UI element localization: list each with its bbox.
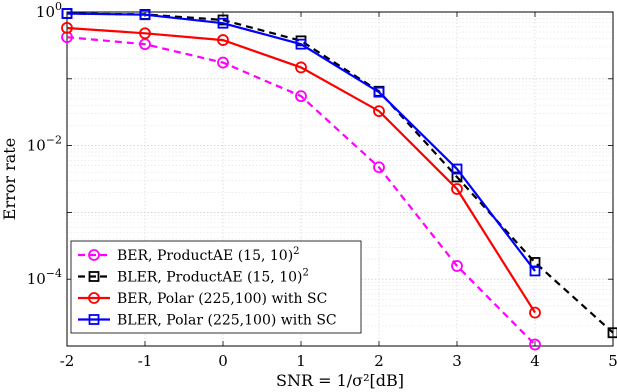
x-tick-label: -1 (138, 352, 153, 370)
data-point (139, 9, 151, 21)
series-1 (61, 31, 541, 351)
legend-label-superscript: 2 (293, 246, 299, 257)
x-axis-label: SNR = 1/σ²[dB] (276, 371, 404, 390)
legend-label-text: BLER, Polar (225,100) with SC (117, 313, 337, 329)
series-line (66, 36, 536, 346)
data-point (529, 306, 541, 319)
axis-ticks (66, 11, 614, 347)
series-layer (61, 8, 617, 351)
data-point (451, 171, 463, 183)
data-point (451, 163, 463, 175)
data-point (529, 265, 541, 277)
legend-marker (88, 314, 100, 325)
series-line (66, 26, 536, 314)
legend-label: BER, Polar (225,100) with SC (117, 291, 327, 307)
data-point (295, 61, 307, 74)
data-point (529, 338, 541, 351)
legend-label-text: BER, ProductAE (15, 10) (117, 248, 293, 264)
x-tick-label: -2 (60, 352, 75, 370)
x-tick-labels: -2 -1 0 1 2 3 4 5 (60, 352, 617, 370)
y-tick-base: 10 (27, 137, 46, 155)
data-point (373, 86, 385, 98)
legend-label-text: BER, Polar (225,100) with SC (117, 291, 327, 307)
data-point (217, 34, 229, 46)
y-tick-base: 10 (27, 270, 46, 288)
data-point (217, 17, 229, 29)
y-tick-exponent: −4 (46, 267, 62, 280)
data-point (451, 260, 463, 272)
data-point (373, 161, 385, 174)
legend-label-superscript: 2 (302, 268, 308, 279)
x-tick-label: 3 (452, 352, 462, 370)
y-tick-exponent: −2 (46, 134, 62, 147)
data-point (61, 8, 73, 19)
y-tick-base: 10 (36, 3, 55, 21)
x-tick-label: 1 (296, 352, 306, 370)
legend-label: BLER, Polar (225,100) with SC (117, 313, 337, 329)
series-line (66, 12, 536, 272)
plot-frame (66, 11, 614, 347)
data-point (217, 56, 229, 69)
y-tick-label: 10−2 (27, 134, 62, 155)
legend-item: BLER, Polar (225,100) with SC (78, 313, 337, 329)
legend-label-text: BLER, ProductAE (15, 10) (117, 270, 302, 286)
data-point (451, 183, 463, 195)
series-3 (61, 22, 541, 319)
legend-item: BER, Polar (225,100) with SC (78, 291, 327, 307)
series-4 (61, 8, 541, 277)
series-line (66, 12, 614, 334)
data-point (373, 105, 385, 118)
legend-box (70, 240, 362, 334)
data-point (139, 27, 151, 40)
y-tick-exponent: 0 (55, 0, 62, 13)
legend-label: BER, ProductAE (15, 10)2 (117, 246, 300, 264)
legend-item: BER, ProductAE (15, 10)2 (78, 246, 300, 264)
legend-marker (88, 271, 100, 282)
y-tick-label: 100 (36, 0, 62, 21)
legend-marker (88, 249, 100, 261)
x-tick-label: 5 (608, 352, 617, 370)
x-tick-label: 4 (530, 352, 540, 370)
data-point (607, 327, 617, 339)
x-tick-label: 0 (218, 352, 228, 370)
legend-item: BLER, ProductAE (15, 10)2 (78, 268, 309, 286)
legend-marker (88, 292, 100, 304)
legend-label: BLER, ProductAE (15, 10)2 (117, 268, 309, 286)
data-point (295, 38, 307, 50)
y-tick-label: 10−4 (27, 267, 62, 288)
data-point (295, 90, 307, 103)
y-axis-label: Error rate (0, 138, 19, 220)
x-tick-label: 2 (374, 352, 384, 370)
data-point (61, 22, 73, 34)
